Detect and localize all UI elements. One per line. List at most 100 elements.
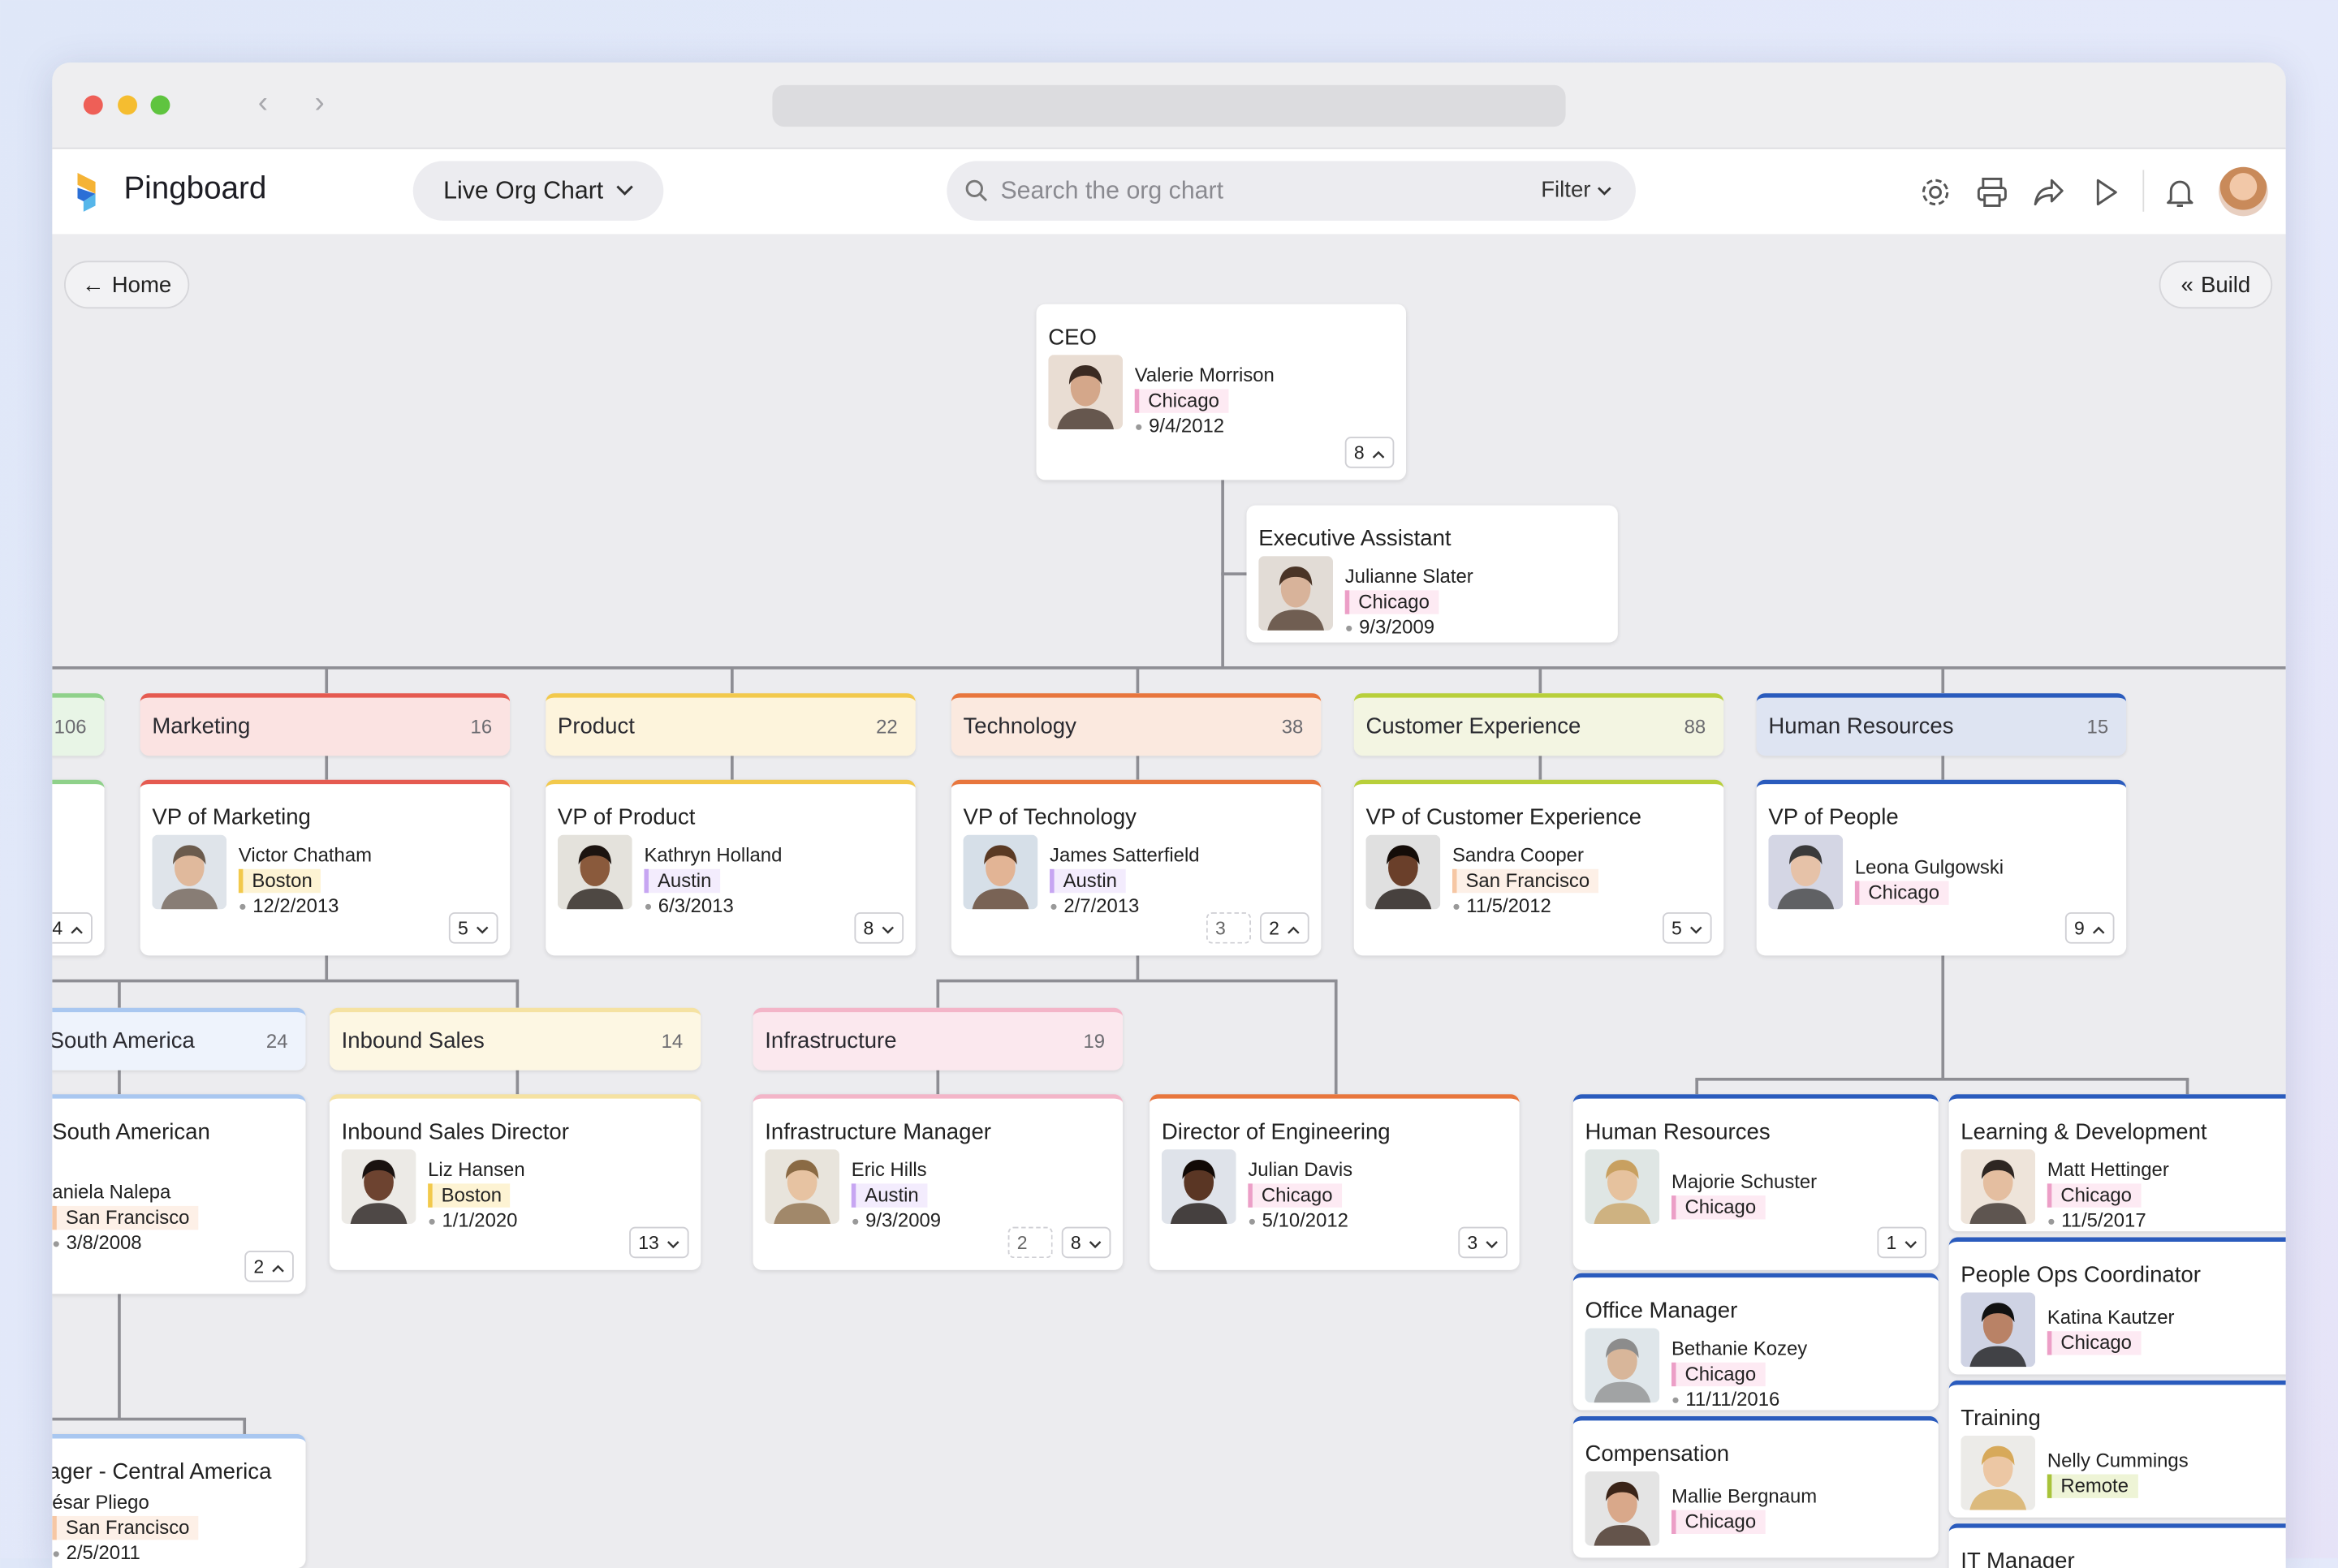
chevron-left-icon[interactable]: ‹ — [257, 86, 269, 119]
person-name[interactable]: Victor Chatham — [238, 843, 373, 867]
bell-icon[interactable] — [2163, 176, 2196, 209]
home-button[interactable]: ← Home — [63, 261, 190, 309]
person-name[interactable]: James Satterfield — [1050, 843, 1200, 867]
chevron-right-icon[interactable]: › — [314, 86, 325, 119]
department-header[interactable]: Customer Experience 88 — [1353, 693, 1724, 756]
expand-reports-button[interactable]: 13 — [629, 1226, 689, 1259]
position-card[interactable]: South American aniela Nalepa San Francisco… — [52, 1094, 306, 1294]
department-header[interactable]: Infrastructure 19 — [753, 1007, 1124, 1070]
person-photo[interactable] — [765, 1149, 840, 1224]
person-name[interactable]: Julianne Slater — [1344, 565, 1473, 588]
department-header[interactable]: 106 — [52, 693, 105, 756]
position-card[interactable]: ager - Central America ésar Pliego San Fra… — [52, 1433, 306, 1568]
position-card[interactable]: CEO Valerie Morrison Chicago ● 9/4/2012 8 — [1036, 304, 1407, 480]
person-photo[interactable] — [1961, 1149, 2036, 1224]
play-icon[interactable] — [2089, 176, 2121, 209]
person-photo[interactable] — [1585, 1471, 1660, 1546]
position-card[interactable]: VP of Customer Experience Sandra Cooper Sa… — [1353, 779, 1724, 956]
person-photo[interactable] — [1768, 834, 1844, 910]
person-photo[interactable] — [1585, 1149, 1660, 1224]
expand-reports-button[interactable]: 5 — [448, 912, 498, 944]
position-card[interactable]: Human Resources Majorie Schuster Chicago 1 — [1572, 1094, 1939, 1270]
person-name[interactable]: Nelly Cummings — [2047, 1449, 2189, 1471]
build-button[interactable]: « Build — [2159, 261, 2273, 309]
expand-reports-button[interactable]: 8 — [1061, 1226, 1111, 1259]
minimize-window-button[interactable] — [118, 95, 137, 115]
expand-reports-button[interactable]: 9 — [2064, 912, 2115, 944]
person-name[interactable]: Julian Davis — [1248, 1158, 1353, 1181]
person-name[interactable]: Katina Kautzer — [2047, 1305, 2175, 1329]
user-avatar[interactable] — [2219, 166, 2268, 217]
person-name[interactable]: Matt Hettinger — [2047, 1158, 2169, 1181]
department-header[interactable]: Product 22 — [546, 693, 916, 756]
view-selector-dropdown[interactable]: Live Org Chart — [412, 161, 664, 221]
expand-reports-button[interactable]: 1 — [1877, 1226, 1927, 1259]
position-card[interactable]: Training Nelly Cummings Remote — [1948, 1380, 2286, 1518]
position-card[interactable]: Compensation Mallie Bergnaum Chicago — [1572, 1415, 1939, 1558]
department-header[interactable]: South America 24 — [52, 1007, 306, 1070]
position-card[interactable]: Learning & Development Matt Hettinger Chic… — [1948, 1094, 2286, 1232]
person-photo[interactable] — [1161, 1149, 1236, 1224]
search-input[interactable]: Search the org chart — [1000, 177, 1224, 205]
printer-icon[interactable] — [1976, 176, 2008, 209]
person-photo[interactable] — [1585, 1328, 1660, 1403]
position-card[interactable]: People Ops Coordinator Katina Kautzer Chic… — [1948, 1237, 2286, 1375]
filter-button[interactable]: Filter — [1541, 178, 1611, 203]
indirect-reports-count[interactable]: 3 — [1206, 912, 1252, 944]
search-bar[interactable]: Search the org chart Filter — [947, 161, 1636, 221]
browser-titlebar: ‹ › — [52, 62, 2286, 149]
department-header[interactable]: Marketing 16 — [140, 693, 511, 756]
person-name[interactable]: Valerie Morrison — [1134, 364, 1275, 386]
position-card[interactable]: VP of Marketing Victor Chatham Boston ● 12/2… — [140, 779, 511, 956]
expand-reports-button[interactable]: 3 — [1458, 1226, 1508, 1259]
share-icon[interactable] — [2032, 176, 2064, 209]
expand-reports-button[interactable]: 2 — [244, 1251, 294, 1282]
position-card[interactable]: 4 — [52, 779, 105, 956]
department-header[interactable]: Human Resources 15 — [1756, 693, 2127, 756]
person-name[interactable]: Bethanie Kozey — [1671, 1337, 1808, 1360]
gear-icon[interactable] — [1919, 176, 1952, 209]
person-name[interactable]: ésar Pliego — [52, 1490, 149, 1514]
person-name[interactable]: Eric Hills — [851, 1158, 927, 1181]
person-photo[interactable] — [341, 1149, 416, 1224]
expand-reports-button[interactable]: 8 — [1344, 437, 1395, 468]
person-name[interactable]: Leona Gulgowski — [1854, 855, 2004, 878]
position-card[interactable]: VP of People Leona Gulgowski Chicago 9 — [1756, 779, 2127, 956]
position-card[interactable]: Director of Engineering Julian Davis Chica… — [1150, 1094, 1520, 1270]
expand-reports-button[interactable]: 2 — [1260, 912, 1309, 944]
report-count: 8 — [863, 917, 874, 939]
department-header[interactable]: Inbound Sales 14 — [329, 1007, 701, 1070]
address-bar[interactable] — [772, 84, 1566, 127]
org-chart-canvas[interactable]: ← Home «Build 106 Marketing 16 Product 22 Tech… — [52, 234, 2286, 1568]
person-name[interactable]: Majorie Schuster — [1671, 1170, 1818, 1193]
position-card[interactable]: Inbound Sales Director Liz Hansen Boston ● 1… — [329, 1094, 701, 1270]
person-name[interactable]: Kathryn Holland — [644, 843, 783, 867]
person-photo[interactable] — [1048, 355, 1124, 429]
person-photo[interactable] — [1258, 556, 1334, 631]
person-name[interactable]: Mallie Bergnaum — [1671, 1484, 1818, 1507]
person-name[interactable]: Liz Hansen — [428, 1158, 525, 1181]
position-card[interactable]: Infrastructure Manager Eric Hills Austin ● 9… — [753, 1094, 1124, 1270]
person-photo[interactable] — [1961, 1292, 2036, 1368]
person-name[interactable]: aniela Nalepa — [52, 1180, 171, 1204]
position-card[interactable]: VP of Technology James Satterfield Austin ●… — [951, 779, 1322, 956]
department-count: 15 — [2086, 715, 2109, 739]
expand-reports-button[interactable]: 5 — [1663, 912, 1712, 944]
close-window-button[interactable] — [83, 95, 103, 115]
person-photo[interactable] — [557, 834, 632, 910]
position-card[interactable]: Office Manager Bethanie Kozey Chicago ● 11/1… — [1572, 1273, 1939, 1411]
position-card[interactable]: Executive Assistant Julianne Slater Chicag… — [1246, 505, 1618, 643]
expand-reports-button[interactable]: 4 — [52, 912, 93, 944]
indirect-reports-count[interactable]: 2 — [1007, 1226, 1053, 1259]
location-row: Boston — [238, 868, 372, 894]
person-photo[interactable] — [152, 834, 227, 910]
position-card[interactable]: IT Manager — [1948, 1523, 2286, 1568]
expand-reports-button[interactable]: 8 — [854, 912, 904, 944]
person-photo[interactable] — [1365, 834, 1441, 910]
position-card[interactable]: VP of Product Kathryn Holland Austin ● 6/3/2… — [546, 779, 916, 956]
maximize-window-button[interactable] — [150, 95, 170, 115]
department-header[interactable]: Technology 38 — [951, 693, 1322, 756]
person-name[interactable]: Sandra Cooper — [1452, 843, 1584, 867]
person-photo[interactable] — [963, 834, 1038, 910]
person-photo[interactable] — [1961, 1435, 2036, 1510]
